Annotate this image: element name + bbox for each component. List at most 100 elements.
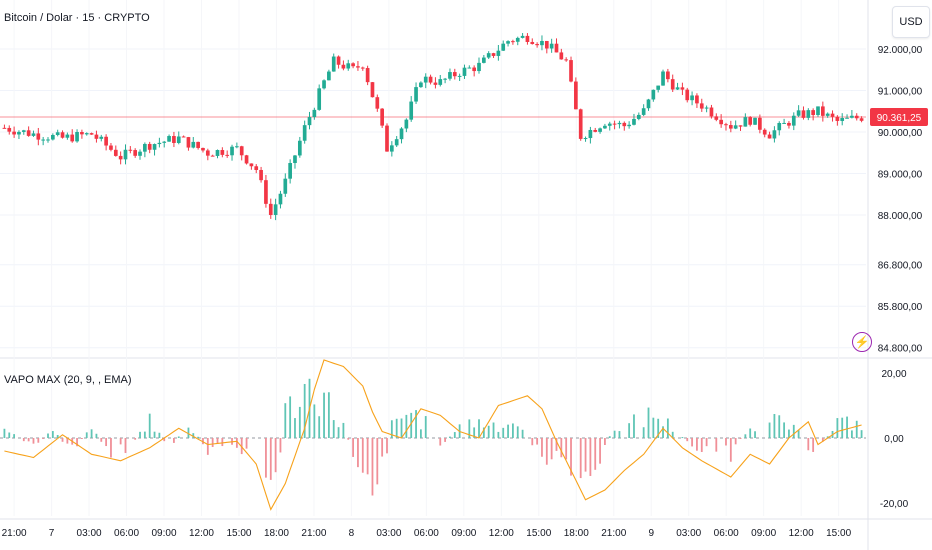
histogram-bar	[846, 416, 848, 438]
candle-body	[356, 66, 360, 68]
histogram-bar	[124, 438, 127, 453]
histogram-bar	[734, 438, 737, 445]
histogram-bar	[158, 432, 161, 438]
histogram-bar	[652, 417, 655, 438]
candle-body	[627, 124, 631, 127]
histogram-bar	[482, 427, 485, 438]
histogram-bar	[202, 438, 204, 445]
candle-body	[17, 131, 21, 135]
candle-body	[801, 110, 806, 118]
histogram-bar	[216, 438, 219, 444]
histogram-bar	[492, 422, 495, 438]
candle-body	[675, 87, 680, 90]
candle-body	[816, 106, 820, 115]
candle-body	[501, 43, 506, 51]
candle-body	[777, 123, 782, 131]
histogram-bar	[696, 438, 698, 451]
histogram-bar	[473, 427, 476, 438]
candle-body	[753, 117, 757, 125]
candle-body	[302, 125, 307, 141]
histogram-bar	[361, 438, 364, 473]
candle-body	[685, 89, 690, 101]
current-price-badge	[870, 108, 928, 127]
histogram-bar	[313, 404, 316, 438]
candle-body	[467, 67, 472, 69]
histogram-bar	[105, 438, 108, 447]
candle-body	[835, 116, 840, 121]
candle-body	[12, 131, 16, 135]
lightning-icon[interactable]: ⚡	[852, 332, 872, 352]
histogram-bar	[381, 438, 384, 457]
histogram-bar	[560, 438, 563, 458]
histogram-bar	[85, 432, 88, 438]
candle-body	[288, 163, 292, 179]
candle-body	[346, 63, 351, 69]
candle-body	[506, 41, 510, 44]
histogram-bar	[357, 438, 359, 468]
candle-body	[617, 122, 622, 125]
candle-body	[143, 143, 147, 152]
candle-body	[622, 122, 627, 127]
time-tick-label: 03:00	[77, 528, 102, 539]
time-tick-label: 9	[648, 528, 654, 539]
candle-body	[825, 113, 830, 116]
candle-body	[525, 35, 530, 42]
histogram-bar	[424, 416, 427, 438]
histogram-bar	[686, 438, 689, 442]
histogram-bar	[797, 430, 800, 438]
time-tick-label: 09:00	[152, 528, 177, 539]
candle-body	[719, 119, 723, 125]
candle-body	[94, 134, 99, 139]
time-tick-label: 12:00	[789, 528, 814, 539]
price-tick-label: 86.800,00	[878, 261, 923, 272]
candle-body	[147, 143, 152, 150]
indicator-title[interactable]: VAPO MAX (20, 9, , EMA)	[4, 374, 132, 386]
histogram-bar	[352, 438, 354, 457]
time-tick-label: 18:00	[564, 528, 589, 539]
histogram-bar	[812, 438, 815, 452]
time-tick-label: 12:00	[489, 528, 514, 539]
histogram-bar	[342, 422, 345, 438]
candle-body	[695, 95, 699, 104]
signal-line	[4, 359, 862, 511]
histogram-bar	[531, 438, 534, 446]
candle-body	[230, 146, 234, 156]
price-tick-label: 84.800,00	[878, 344, 923, 355]
candle-body	[559, 52, 564, 60]
price-tick-label: 88.000,00	[878, 211, 923, 222]
candle-body	[661, 71, 665, 86]
candle-body	[733, 125, 738, 129]
candle-body	[278, 193, 283, 205]
histogram-bar	[221, 438, 224, 447]
candle-body	[31, 133, 36, 136]
time-tick-label: 09:00	[451, 528, 476, 539]
candle-body	[404, 119, 409, 129]
candle-body	[806, 110, 811, 118]
histogram-bar	[497, 431, 500, 438]
histogram-bar	[850, 430, 853, 438]
histogram-bar	[419, 429, 422, 438]
histogram-bar	[468, 419, 471, 438]
histogram-bar	[855, 420, 858, 438]
histogram-bar	[245, 438, 248, 449]
candle-body	[641, 108, 646, 115]
time-tick-label: 06:00	[414, 528, 439, 539]
currency-button[interactable]: USD	[892, 6, 930, 38]
candle-body	[452, 72, 457, 77]
histogram-bar	[47, 433, 49, 438]
candle-body	[433, 82, 438, 85]
candle-body	[511, 41, 515, 43]
price-tick-label: 85.800,00	[878, 302, 923, 313]
histogram-bar	[279, 438, 282, 453]
candle-body	[317, 88, 322, 110]
histogram-bar	[512, 423, 514, 438]
histogram-bar	[521, 429, 524, 438]
histogram-bar	[56, 435, 59, 438]
candle-body	[428, 76, 433, 83]
histogram-bar	[410, 412, 413, 438]
candle-body	[167, 136, 171, 142]
candle-body	[462, 67, 467, 76]
histogram-bar	[744, 434, 747, 438]
histogram-bar	[90, 429, 93, 438]
